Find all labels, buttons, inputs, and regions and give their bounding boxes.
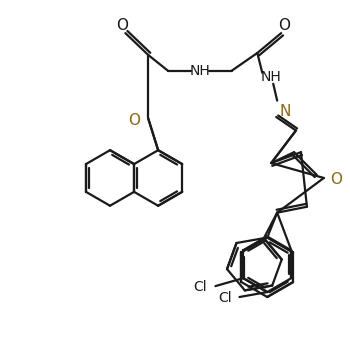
Text: O: O xyxy=(278,18,290,33)
Text: Cl: Cl xyxy=(218,291,231,305)
Text: NH: NH xyxy=(189,64,210,78)
Text: N: N xyxy=(279,104,290,119)
Text: O: O xyxy=(117,18,128,33)
Text: O: O xyxy=(128,113,140,128)
Polygon shape xyxy=(227,238,282,290)
Polygon shape xyxy=(241,237,293,297)
Text: O: O xyxy=(330,173,342,188)
Text: NH: NH xyxy=(261,70,282,84)
Text: Cl: Cl xyxy=(194,280,207,294)
